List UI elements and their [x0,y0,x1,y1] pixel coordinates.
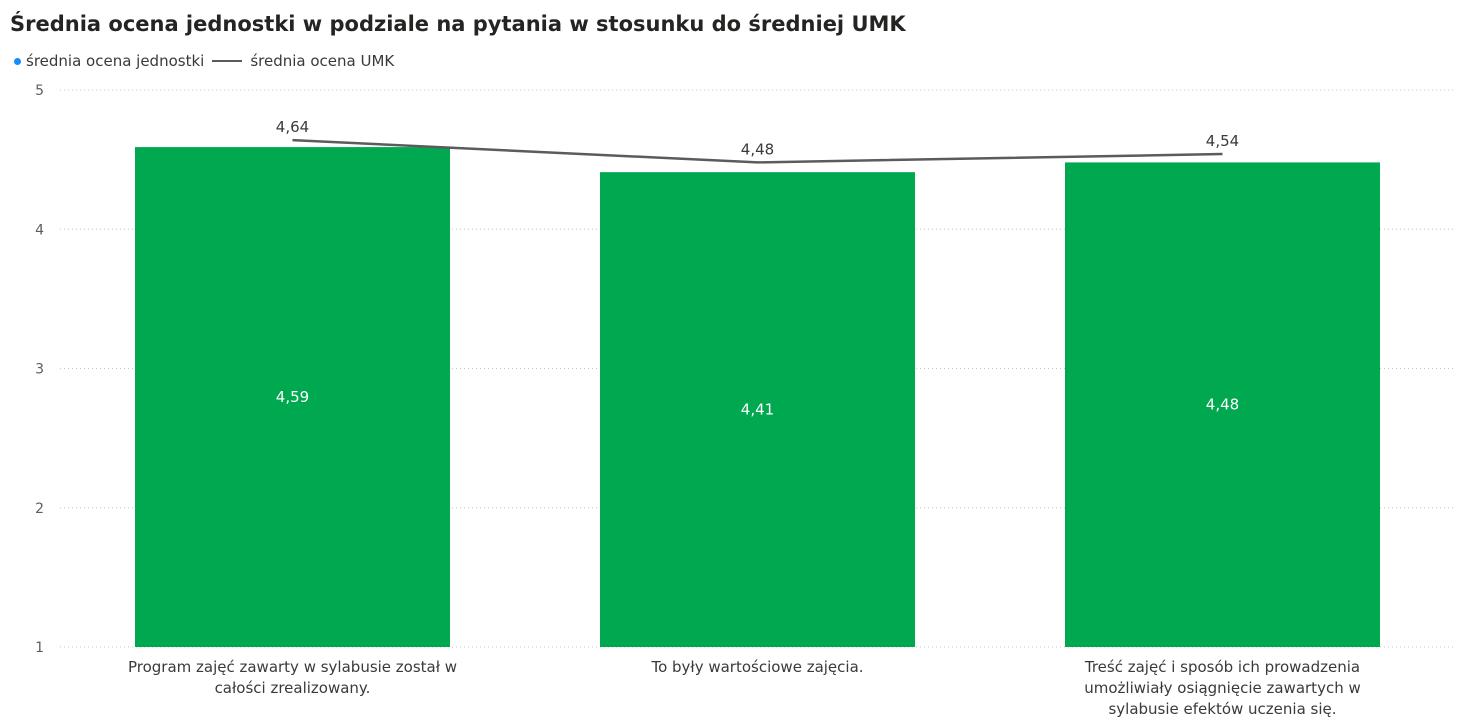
line-value-label: 4,54 [1206,132,1239,150]
chart-title: Średnia ocena jednostki w podziale na py… [10,12,906,36]
y-tick-label: 1 [35,640,44,656]
x-category-label: sylabusie efektów uczenia się. [1108,700,1336,718]
legend: średnia ocena jednostki średnia ocena UM… [14,52,394,70]
legend-line-icon [212,60,243,62]
bar [600,172,915,647]
y-tick-label: 2 [35,501,44,517]
y-tick-label: 4 [35,222,44,238]
legend-bar-label: średnia ocena jednostki [26,52,205,70]
bar-value-label: 4,41 [741,401,774,419]
bar-value-label: 4,48 [1206,396,1239,414]
bar-value-label: 4,59 [276,388,309,406]
x-category-label: To były wartościowe zajęcia. [650,658,863,676]
y-tick-label: 5 [35,83,44,99]
line-value-label: 4,48 [741,140,774,158]
line-value-label: 4,64 [276,118,309,136]
legend-line-label: średnia ocena UMK [250,52,395,70]
x-category-label: całości zrealizowany. [215,679,371,697]
legend-dot-icon [14,57,21,65]
x-category-label: Treść zajęć i sposób ich prowadzenia [1084,658,1360,676]
x-category-label: Program zajęć zawarty w sylabusie został… [128,658,457,676]
x-category-label: umożliwiały osiągnięcie zawartych w [1084,679,1360,697]
bar [1065,162,1380,647]
umk-average-line [292,138,1223,164]
bar [135,147,450,647]
y-tick-label: 3 [35,362,44,378]
